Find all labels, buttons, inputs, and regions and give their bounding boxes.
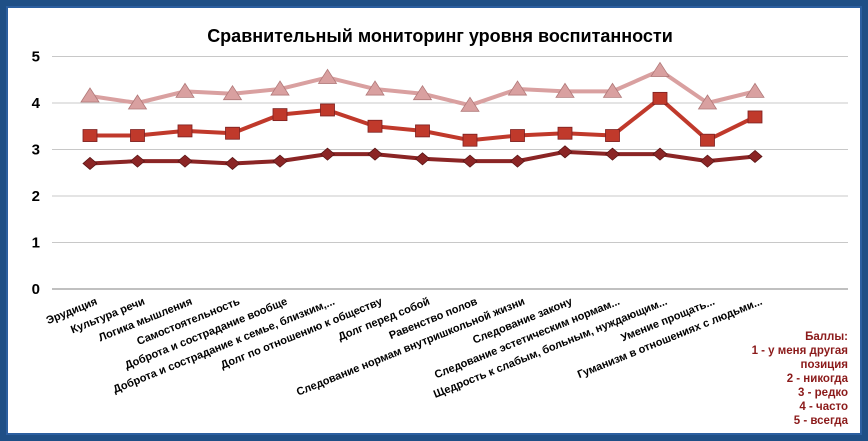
y-tick-label: 4	[32, 95, 41, 112]
diamond-marker	[224, 156, 241, 170]
series-group	[80, 61, 765, 170]
diamond-marker	[604, 147, 621, 161]
legend-line: Баллы:	[805, 331, 848, 343]
y-tick-label: 2	[32, 188, 40, 205]
square-marker	[462, 133, 478, 147]
legend-line: 1 - у меня другая	[752, 345, 848, 357]
diamond-marker	[367, 147, 383, 161]
legend-line: позиция	[801, 359, 848, 371]
legend-line: 5 - всегда	[794, 415, 849, 427]
diamond-marker	[414, 152, 431, 166]
triangle-marker	[222, 84, 243, 101]
diamond-marker	[747, 149, 763, 164]
diamond-marker	[177, 154, 193, 168]
diamond-marker	[319, 147, 336, 161]
y-tick-label: 3	[32, 142, 40, 159]
square-marker	[225, 126, 240, 140]
square-marker	[510, 129, 525, 142]
square-marker	[700, 133, 715, 147]
square-marker	[272, 108, 288, 122]
triangle-marker	[127, 94, 148, 110]
legend-line: 2 - никогда	[787, 373, 849, 385]
square-marker	[367, 119, 383, 133]
square-marker	[82, 129, 98, 142]
diamond-marker	[272, 154, 288, 168]
square-marker	[177, 124, 193, 138]
square-marker	[130, 129, 145, 142]
y-tick-label: 5	[32, 49, 40, 66]
legend-line: 4 - часто	[799, 401, 848, 413]
square-marker	[605, 129, 620, 142]
triangle-marker	[555, 82, 575, 98]
triangle-marker	[745, 82, 765, 98]
y-tick-label: 0	[32, 281, 40, 298]
triangle-marker	[650, 61, 670, 77]
legend-note: Баллы: 1 - у меня другая позиция 2 - никогд…	[752, 331, 849, 427]
triangle-marker	[697, 94, 718, 110]
legend-line: 3 - редко	[798, 387, 848, 399]
triangle-marker	[365, 80, 385, 96]
y-axis-ticks: 0 1 2 3 4 5	[32, 49, 41, 299]
square-marker	[320, 103, 335, 117]
diamond-marker	[462, 154, 478, 168]
chart-frame	[6, 6, 862, 435]
square-marker	[415, 124, 430, 138]
triangle-marker	[460, 96, 480, 112]
square-marker	[747, 110, 763, 124]
diamond-marker	[509, 154, 526, 168]
square-marker	[652, 91, 668, 105]
gridlines	[52, 56, 848, 290]
diamond-marker	[82, 156, 98, 170]
diamond-marker	[699, 154, 716, 168]
diamond-marker	[652, 147, 668, 161]
chart-title: Сравнительный мониторинг уровня воспитан…	[207, 26, 673, 46]
triangle-marker	[317, 68, 338, 84]
triangle-marker	[175, 82, 195, 98]
square-marker	[557, 126, 573, 140]
triangle-marker	[412, 84, 433, 101]
triangle-marker	[507, 80, 528, 96]
diamond-marker	[129, 154, 146, 168]
diamond-marker	[557, 145, 573, 159]
triangle-marker	[602, 82, 623, 98]
triangle-marker	[80, 87, 100, 103]
y-tick-label: 1	[32, 235, 40, 252]
triangle-marker	[270, 80, 290, 96]
